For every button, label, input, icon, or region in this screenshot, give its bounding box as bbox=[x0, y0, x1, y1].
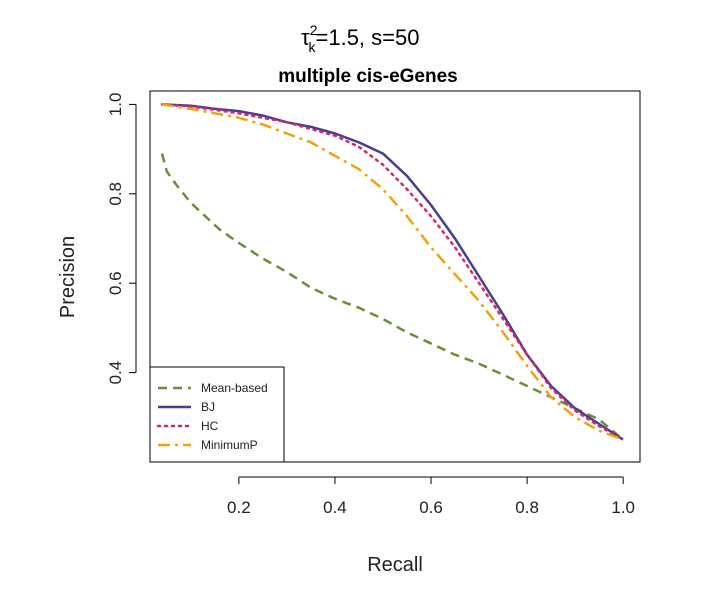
x-tick-label: 0.2 bbox=[227, 498, 251, 517]
y-axis-title: Precision bbox=[57, 236, 79, 318]
y-tick-label: 1.0 bbox=[106, 93, 125, 117]
plot-frame bbox=[149, 90, 641, 463]
y-axis: 0.4 0.6 0.8 1.0 bbox=[106, 93, 137, 385]
y-tick-label: 0.4 bbox=[106, 361, 125, 385]
series-line-minimump bbox=[161, 103, 624, 441]
legend: Mean-based BJ HC MinimumP bbox=[149, 366, 285, 463]
legend-label: BJ bbox=[201, 400, 215, 414]
title-tau-subscript: k bbox=[309, 39, 317, 55]
y-tick-label: 0.8 bbox=[106, 182, 125, 206]
x-tick-label: 0.8 bbox=[515, 498, 539, 517]
title-tau: τ bbox=[301, 25, 310, 50]
legend-label: Mean-based bbox=[201, 381, 268, 395]
legend-box bbox=[149, 366, 285, 463]
x-tick-label: 1.0 bbox=[611, 498, 635, 517]
x-tick-label: 0.6 bbox=[419, 498, 443, 517]
chart-subtitle: multiple cis-eGenes bbox=[278, 66, 458, 87]
chart-title: τ2 k=1.5, s=50 bbox=[301, 22, 419, 55]
title-rest: =1.5, s=50 bbox=[316, 25, 420, 50]
x-tick-label: 0.4 bbox=[323, 498, 347, 517]
series-line-mean-based bbox=[160, 153, 625, 441]
title-tau-superscript: 2 bbox=[310, 22, 318, 38]
series-layer bbox=[160, 103, 625, 441]
series-line-hc bbox=[160, 103, 625, 441]
y-tick-label: 0.6 bbox=[106, 271, 125, 295]
legend-label: HC bbox=[201, 419, 219, 433]
x-axis-title: Recall bbox=[367, 554, 423, 576]
legend-label: MinimumP bbox=[201, 438, 258, 452]
x-axis: 0.2 0.4 0.6 0.8 1.0 bbox=[227, 476, 635, 517]
